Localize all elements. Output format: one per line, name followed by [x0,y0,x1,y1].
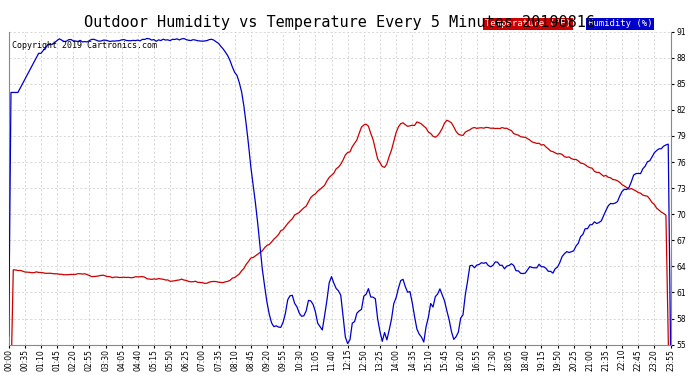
Text: Humidity (%): Humidity (%) [588,20,652,28]
Text: Temperature (°F): Temperature (°F) [485,20,571,28]
Text: Copyright 2019 Cartronics.com: Copyright 2019 Cartronics.com [12,41,157,50]
Title: Outdoor Humidity vs Temperature Every 5 Minutes 20190816: Outdoor Humidity vs Temperature Every 5 … [84,15,595,30]
